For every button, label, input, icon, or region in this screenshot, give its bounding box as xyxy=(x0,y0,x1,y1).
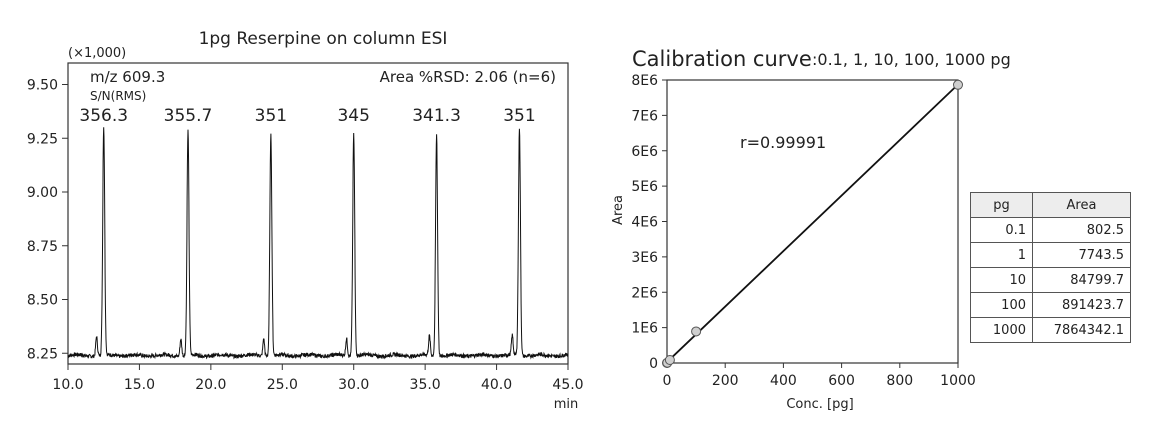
table-cell-pg: 1 xyxy=(970,242,1033,268)
x-tick-label: 15.0 xyxy=(124,377,155,393)
peak-sn-label: 341.3 xyxy=(412,106,461,126)
y-tick-label: 4E6 xyxy=(631,215,658,231)
x-tick-label: 200 xyxy=(712,373,739,389)
chromatogram-x-axis: 10.0 15.0 20.0 25.0 30.0 35.0 40.0 45.0 xyxy=(52,364,584,393)
peak-sn-labels: 356.3 355.7 351 345 341.3 351 xyxy=(79,106,535,126)
x-tick-label: 45.0 xyxy=(552,377,583,393)
table-row: 1000 7864342.1 xyxy=(970,317,1131,343)
y-tick-label: 6E6 xyxy=(631,144,658,160)
peak-sn-label: 355.7 xyxy=(164,106,213,126)
y-tick-label: 2E6 xyxy=(631,285,658,301)
calibration-y-axis-label: Area xyxy=(611,195,626,225)
calibration-x-axis-label: Conc. [pg] xyxy=(786,397,853,412)
peak-sn-label: 351 xyxy=(255,106,287,126)
y-tick-label: 8.50 xyxy=(27,293,58,309)
chromatogram-y-axis: 8.25 8.50 8.75 9.00 9.25 9.50 xyxy=(27,78,68,362)
chromatogram-plot-frame xyxy=(67,62,569,365)
table-cell-pg: 10 xyxy=(970,267,1033,293)
table-cell-pg: 0.1 xyxy=(970,217,1033,243)
y-tick-label: 9.25 xyxy=(27,131,58,147)
calibration-title: Calibration curve xyxy=(632,47,812,71)
y-tick-label: 1E6 xyxy=(631,321,658,337)
table-cell-pg: 100 xyxy=(970,292,1033,318)
x-tick-label: 25.0 xyxy=(267,377,298,393)
chromatogram-trace xyxy=(67,127,569,360)
chromatogram-title: 1pg Reserpine on column ESI xyxy=(199,29,448,49)
rsd-annotation: Area %RSD: 2.06 (n=6) xyxy=(380,68,556,86)
x-tick-label: 800 xyxy=(886,373,913,389)
sn-annotation: S/N(RMS) xyxy=(90,89,146,103)
table-cell-area: 891423.7 xyxy=(1032,292,1131,318)
y-tick-label: 8.75 xyxy=(27,239,58,255)
calibration-point xyxy=(691,326,702,337)
calibration-subtitle: :0.1, 1, 10, 100, 1000 pg xyxy=(812,50,1011,69)
table-cell-area: 7864342.1 xyxy=(1032,317,1131,343)
peak-sn-label: 351 xyxy=(503,106,535,126)
y-multiplier-label: (×1,000) xyxy=(68,46,126,61)
table-cell-area: 802.5 xyxy=(1032,217,1131,243)
x-tick-label: 1000 xyxy=(940,373,976,389)
y-tick-label: 8.25 xyxy=(27,346,58,362)
calibration-chart: Calibration curve :0.1, 1, 10, 100, 1000… xyxy=(611,47,1011,412)
table-cell-area: 7743.5 xyxy=(1032,242,1131,268)
y-tick-label: 9.00 xyxy=(27,185,58,201)
x-tick-label: 10.0 xyxy=(52,377,83,393)
y-tick-label: 7E6 xyxy=(631,108,658,124)
x-tick-label: 600 xyxy=(828,373,855,389)
table-row: 100 891423.7 xyxy=(970,292,1131,318)
y-tick-label: 8E6 xyxy=(631,73,658,89)
y-tick-label: 3E6 xyxy=(631,250,658,266)
x-tick-label: 30.0 xyxy=(338,377,369,393)
table-cell-pg: 1000 xyxy=(970,317,1033,343)
y-tick-label: 0 xyxy=(649,356,658,372)
x-tick-label: 20.0 xyxy=(195,377,226,393)
chromatogram-x-axis-label: min xyxy=(554,397,579,412)
peak-sn-label: 356.3 xyxy=(79,106,128,126)
calibration-data-table: pg Area 0.1 802.5 1 7743.5 10 84799.7 10… xyxy=(970,192,1131,343)
table-header-row: pg Area xyxy=(970,192,1131,218)
calibration-point xyxy=(953,79,963,90)
table-row: 1 7743.5 xyxy=(970,242,1131,268)
x-tick-label: 40.0 xyxy=(481,377,512,393)
table-header-area: Area xyxy=(1032,192,1131,218)
calibration-y-axis: 0 1E6 2E6 3E6 4E6 5E6 6E6 7E6 8E6 xyxy=(631,73,667,372)
correlation-annotation: r=0.99991 xyxy=(740,133,826,152)
y-tick-label: 9.50 xyxy=(27,78,58,94)
x-tick-label: 0 xyxy=(663,373,672,389)
mz-annotation: m/z 609.3 xyxy=(90,68,165,86)
calibration-point xyxy=(664,355,675,366)
y-tick-label: 5E6 xyxy=(631,179,658,195)
peak-sn-label: 345 xyxy=(337,106,369,126)
x-tick-label: 400 xyxy=(770,373,797,389)
calibration-points xyxy=(662,79,963,368)
table-header-pg: pg xyxy=(970,192,1033,218)
chromatogram-chart: 1pg Reserpine on column ESI (×1,000) 8.2… xyxy=(27,29,584,412)
table-row: 0.1 802.5 xyxy=(970,217,1131,243)
x-tick-label: 35.0 xyxy=(410,377,441,393)
table-cell-area: 84799.7 xyxy=(1032,267,1131,293)
table-row: 10 84799.7 xyxy=(970,267,1131,293)
calibration-x-axis: 0 200 400 600 800 1000 xyxy=(663,363,976,389)
calibration-fit-line xyxy=(666,83,959,363)
